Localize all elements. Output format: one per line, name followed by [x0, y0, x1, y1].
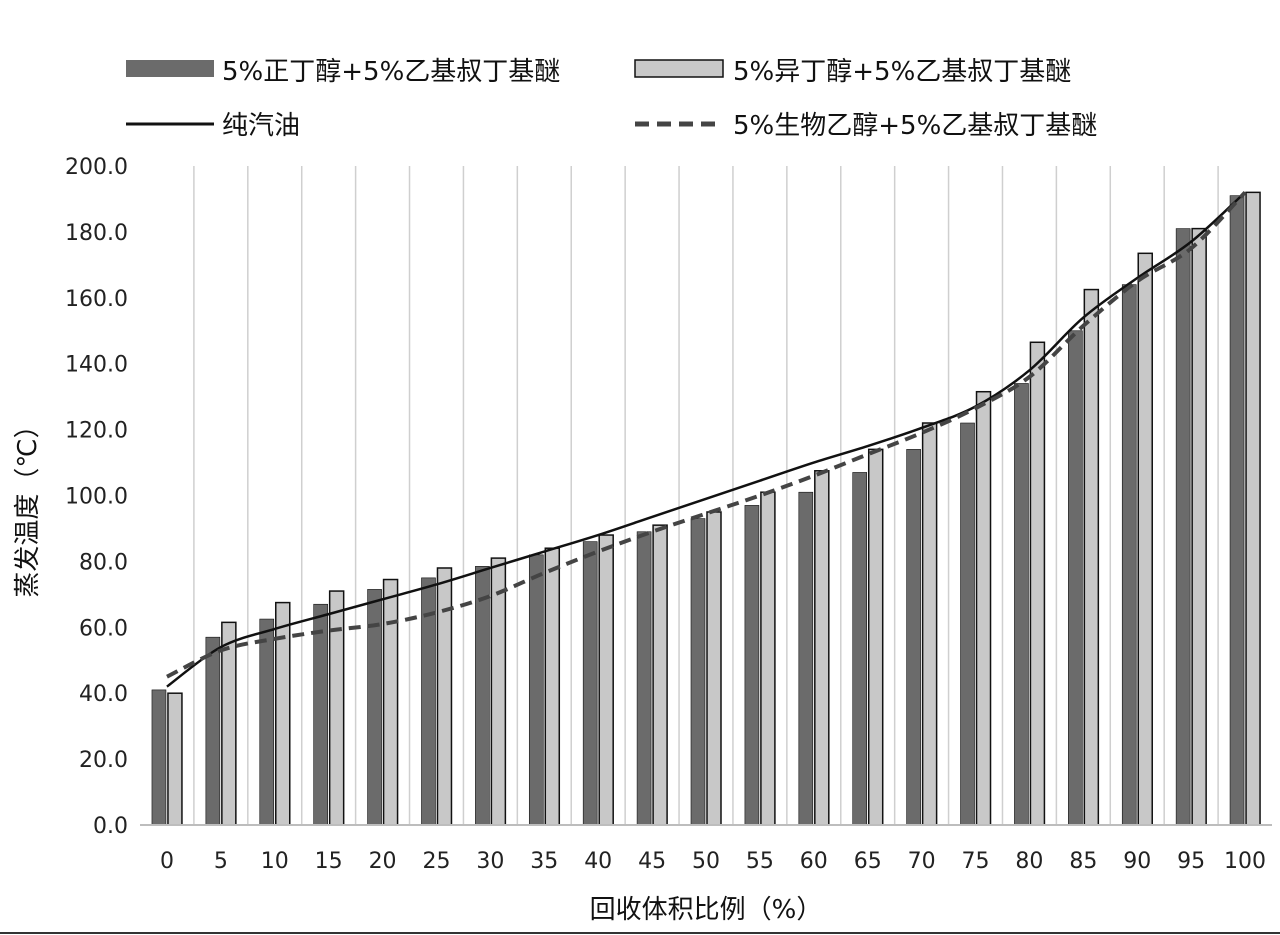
x-tick-labels: 0 5 10 15 20 25 30 35 40 45 50 55 60 65 70 75 80 85 90 95 10…: [160, 849, 1266, 874]
bar-isobutanol: [975, 390, 992, 826]
bar-isobutanol: [652, 524, 668, 826]
bar-n-butanol: [528, 554, 544, 826]
x-tick-label: 85: [1069, 849, 1097, 874]
y-tick-label: 100.0: [65, 485, 128, 510]
bar-isobutanol: [921, 422, 938, 826]
bar-isobutanol: [167, 692, 183, 826]
bar-isobutanol: [760, 491, 776, 826]
bar-isobutanol: [544, 547, 561, 826]
x-tick-label: 60: [800, 849, 828, 874]
y-tick-label: 180.0: [65, 221, 128, 246]
y-tick-label: 200.0: [65, 155, 128, 180]
line-pure-gasoline: [166, 191, 1246, 688]
bar-n-butanol: [475, 566, 490, 826]
bar-isobutanol: [436, 567, 453, 826]
bar-isobutanol: [814, 470, 830, 826]
x-tick-label: 25: [422, 849, 450, 874]
legend: 5%正丁醇+5%乙基叔丁基醚 5%异丁醇+5%乙基叔丁基醚 纯汽油 5%生物乙醇…: [126, 57, 1097, 141]
x-tick-label: 95: [1177, 849, 1205, 874]
bar-isobutanol: [490, 557, 507, 826]
x-tick-label: 50: [692, 849, 720, 874]
bar-isobutanol: [1083, 288, 1100, 826]
bar-isobutanol: [1137, 252, 1153, 826]
x-tick-label: 0: [160, 849, 174, 874]
bar-isobutanol: [1245, 191, 1261, 826]
x-tick-label: 40: [584, 849, 612, 874]
x-tick-label: 70: [908, 849, 936, 874]
bar-n-butanol: [1229, 195, 1245, 826]
bar-n-butanol: [690, 518, 706, 826]
x-tick-label: 65: [854, 849, 882, 874]
y-tick-label: 160.0: [65, 287, 128, 312]
x-tick-label: 20: [369, 849, 397, 874]
legend-swatch-bar-2: [634, 59, 724, 78]
x-tick-label: 35: [530, 849, 558, 874]
legend-label-line-2: 5%生物乙醇+5%乙基叔丁基醚: [733, 111, 1097, 141]
bar-n-butanol: [960, 422, 975, 826]
x-tick-label: 30: [476, 849, 504, 874]
bar-n-butanol: [906, 449, 921, 826]
bottom-border: [0, 932, 1280, 934]
y-tick-label: 120.0: [65, 419, 128, 444]
x-tick-label: 15: [315, 849, 343, 874]
bar-isobutanol: [867, 448, 884, 826]
grid-lines: [193, 166, 1219, 825]
x-tick-label: 45: [638, 849, 666, 874]
bar-n-butanol: [744, 505, 760, 826]
bar-isobutanol: [1029, 341, 1046, 826]
x-tick-label: 80: [1015, 849, 1043, 874]
bar-n-butanol: [1068, 330, 1083, 826]
bar-n-butanol: [636, 531, 652, 826]
bar-isobutanol: [598, 534, 614, 826]
y-tick-label: 80.0: [79, 550, 128, 575]
legend-label-line-1: 纯汽油: [222, 111, 300, 141]
bar-n-butanol: [852, 472, 868, 826]
x-axis-title: 回收体积比例（%）: [590, 895, 823, 925]
bar-n-butanol: [151, 689, 167, 826]
bar-isobutanol: [706, 511, 722, 826]
bar-n-butanol: [313, 603, 328, 826]
x-tick-label: 55: [746, 849, 774, 874]
legend-label-bar-2: 5%异丁醇+5%乙基叔丁基醚: [733, 57, 1071, 87]
bar-isobutanol: [221, 621, 237, 826]
bar-isobutanol: [382, 578, 399, 826]
y-axis-title: 蒸发温度（℃）: [13, 412, 43, 597]
x-tick-label: 90: [1123, 849, 1151, 874]
bar-isobutanol: [1191, 227, 1207, 826]
y-tick-label: 20.0: [79, 748, 128, 773]
line-bioethanol: [166, 190, 1247, 679]
bar-n-butanol: [1121, 284, 1137, 826]
bar-n-butanol: [1014, 383, 1029, 826]
y-tick-label: 40.0: [79, 682, 128, 707]
legend-swatch-bar-1: [126, 60, 214, 77]
series-lines: [166, 190, 1247, 688]
x-tick-label: 5: [214, 849, 228, 874]
bar-n-butanol: [582, 541, 598, 826]
x-tick-label: 10: [261, 849, 289, 874]
y-tick-labels: 0.0 20.0 40.0 60.0 80.0 100.0 120.0 140.0 160.0 1…: [65, 155, 128, 839]
legend-label-bar-1: 5%正丁醇+5%乙基叔丁基醚: [222, 57, 560, 87]
y-tick-label: 0.0: [93, 814, 128, 839]
y-tick-label: 140.0: [65, 353, 128, 378]
bar-n-butanol: [1175, 228, 1191, 826]
bar-n-butanol: [259, 618, 275, 826]
bars: [151, 191, 1261, 826]
x-tick-label: 100: [1224, 849, 1266, 874]
x-tick-label: 75: [962, 849, 990, 874]
bar-n-butanol: [798, 491, 814, 826]
bar-isobutanol: [328, 590, 345, 826]
bar-n-butanol: [205, 636, 221, 826]
y-tick-label: 60.0: [79, 616, 128, 641]
